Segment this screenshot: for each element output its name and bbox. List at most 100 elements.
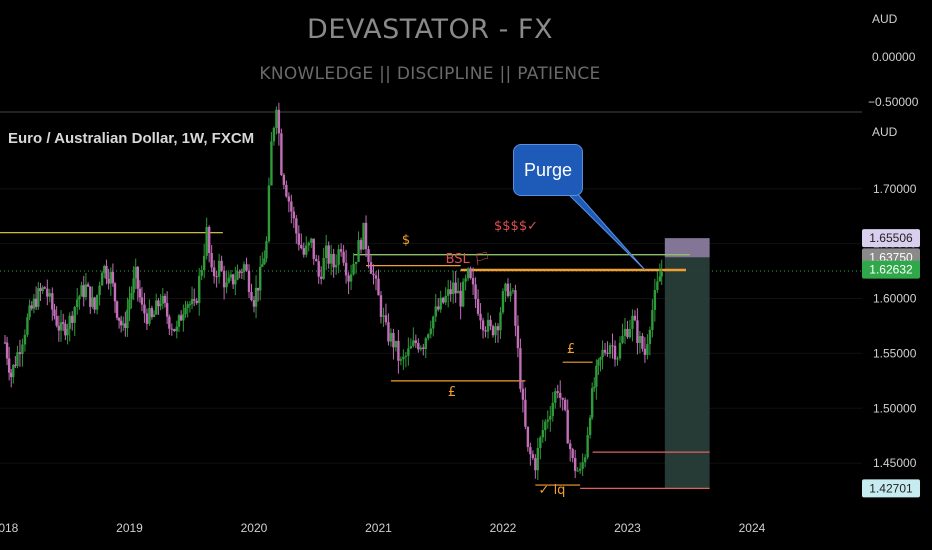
candle-body xyxy=(653,289,657,310)
candle-body xyxy=(225,282,228,288)
level-label: £ xyxy=(567,342,575,357)
position-zones[interactable] xyxy=(664,238,710,489)
candle-body xyxy=(148,308,151,324)
candle-body xyxy=(179,315,183,321)
candle-body xyxy=(263,258,266,265)
candle-body xyxy=(519,348,522,389)
take-profit-zone[interactable] xyxy=(664,257,710,489)
time-tick-label: 2022 xyxy=(490,521,517,535)
candle-body xyxy=(556,391,559,393)
time-axis[interactable]: 2018 2019 2020 2021 2022 2023 2024 xyxy=(0,521,766,535)
candle-body xyxy=(117,317,121,321)
candle-body xyxy=(136,266,139,289)
candle-body xyxy=(287,196,291,202)
candle-body xyxy=(593,386,596,389)
candle-body xyxy=(317,261,320,277)
candle-body xyxy=(205,226,208,256)
price-badge-stop xyxy=(862,229,920,248)
candle-body xyxy=(119,320,123,326)
level-label: ✓ lq xyxy=(539,483,566,498)
candle-body xyxy=(429,328,432,335)
candle-body xyxy=(105,265,108,279)
candle-body xyxy=(357,240,360,262)
candle-body xyxy=(73,307,76,323)
purge-callout[interactable]: Purge xyxy=(513,144,583,196)
candle-body xyxy=(53,309,56,316)
candle-body xyxy=(414,340,418,344)
candle-body xyxy=(491,326,495,336)
candle-body xyxy=(362,222,365,250)
candle-body xyxy=(469,268,472,278)
candle-body xyxy=(578,468,582,471)
price-badge-label: 1.62632 xyxy=(869,263,913,277)
candle-body xyxy=(442,297,445,303)
candle-body xyxy=(658,276,662,282)
candle-body xyxy=(175,326,178,332)
candle-body xyxy=(392,332,395,348)
candle-body xyxy=(270,141,273,186)
candle-body xyxy=(198,275,201,304)
candle-body xyxy=(143,304,146,314)
candle-body xyxy=(489,319,492,327)
candle-body xyxy=(95,295,99,310)
candle-body xyxy=(419,347,423,350)
candle-body xyxy=(300,244,303,249)
candle-body xyxy=(55,315,58,326)
candle-body xyxy=(14,364,17,366)
candle-body xyxy=(660,271,663,277)
candle-body xyxy=(364,222,368,250)
candle-body xyxy=(327,245,330,264)
level-lines[interactable]: $ $$$$✓ BSL 🏳 £ £ ✓ lq xyxy=(0,219,710,498)
candle-body xyxy=(539,437,542,449)
candle-body xyxy=(549,416,552,420)
candle-body xyxy=(41,287,44,292)
candle-body xyxy=(369,262,373,274)
candle-body xyxy=(484,330,487,332)
candle-body xyxy=(155,300,158,315)
candle-body xyxy=(134,266,137,279)
candle-body xyxy=(568,443,572,450)
candle-body xyxy=(651,309,654,331)
candle-body xyxy=(43,287,47,289)
candle-body xyxy=(315,258,318,262)
candle-body xyxy=(80,285,83,297)
candle-body xyxy=(82,285,85,298)
candle-body xyxy=(103,265,106,273)
price-axis[interactable]: 1.450001.500001.550001.600001.650001.700… xyxy=(873,182,917,470)
candle-body xyxy=(240,271,244,273)
level-label: £ xyxy=(448,385,456,400)
time-tick-label: 2021 xyxy=(365,521,392,535)
stop-loss-zone[interactable] xyxy=(664,238,710,258)
candle-body xyxy=(138,288,142,298)
candle-body xyxy=(140,297,144,305)
time-tick-label: 2019 xyxy=(116,521,143,535)
candle-body xyxy=(566,409,569,444)
candle-body xyxy=(200,270,203,276)
symbol-label[interactable]: Euro / Australian Dollar, 1W, FXCM xyxy=(8,130,255,147)
candle-body xyxy=(511,290,515,292)
candle-body xyxy=(412,340,415,347)
candle-body xyxy=(434,306,437,317)
candle-body xyxy=(10,372,13,378)
candle-body xyxy=(312,238,315,259)
candle-body xyxy=(282,174,286,185)
candle-body xyxy=(529,447,532,455)
candle-body xyxy=(227,277,230,283)
candle-body xyxy=(220,260,223,271)
candle-body xyxy=(586,435,589,458)
candle-body xyxy=(26,317,29,335)
candle-body xyxy=(173,329,176,332)
candle-body xyxy=(621,335,624,344)
candle-body xyxy=(231,274,235,285)
candle-body xyxy=(332,253,335,268)
candle-body xyxy=(280,133,283,175)
candle-body xyxy=(265,241,268,259)
candle-body xyxy=(514,290,517,326)
candle-body xyxy=(89,286,92,307)
candle-body xyxy=(638,336,642,343)
price-badge-label: 1.42701 xyxy=(869,481,913,495)
candle-body xyxy=(379,295,383,317)
candle-body xyxy=(471,277,475,285)
candle-body xyxy=(202,255,206,271)
